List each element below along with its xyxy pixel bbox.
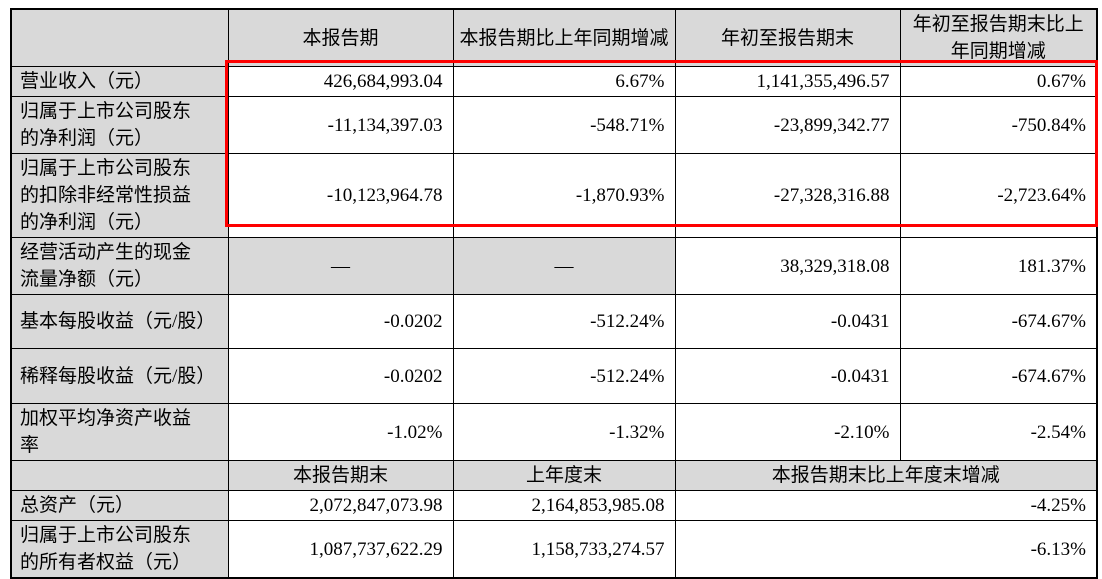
cell-value: 181.37% bbox=[899, 237, 1098, 295]
cell-value: -2.10% bbox=[674, 403, 901, 461]
cell-value: -4.25% bbox=[674, 490, 1098, 521]
cell-value: -674.67% bbox=[899, 294, 1098, 349]
cell-value: -2.54% bbox=[899, 403, 1098, 461]
cell-value: 2,164,853,985.08 bbox=[452, 490, 676, 521]
header-cell-current-period: 本报告期 bbox=[227, 8, 454, 67]
cell-value: 38,329,318.08 bbox=[674, 237, 901, 295]
row-label: 归属于上市公司股东的净利润（元） bbox=[10, 96, 229, 154]
cell-value: -1.02% bbox=[227, 403, 454, 461]
cell-value: -0.0202 bbox=[227, 348, 454, 404]
cell-value: -27,328,316.88 bbox=[674, 153, 901, 238]
cell-value: -2,723.64% bbox=[899, 153, 1098, 238]
header-cell-blank bbox=[10, 8, 229, 67]
table-row-weighted-avg-roe: 加权平均净资产收益率 -1.02% -1.32% -2.10% -2.54% bbox=[10, 403, 1098, 461]
cell-value: -548.71% bbox=[452, 96, 676, 154]
cell-value: 2,072,847,073.98 bbox=[227, 490, 454, 521]
cell-value: -23,899,342.77 bbox=[674, 96, 901, 154]
cell-value: -674.67% bbox=[899, 348, 1098, 404]
cell-value: 1,158,733,274.57 bbox=[452, 520, 676, 579]
row-label: 基本每股收益（元/股） bbox=[10, 294, 229, 349]
cell-value: -0.0431 bbox=[674, 348, 901, 404]
header-cell-period-end: 本报告期末 bbox=[227, 460, 454, 491]
header-cell-change-vs-prior-year-end: 本报告期末比上年度末增减 bbox=[674, 460, 1098, 491]
table-row-net-profit: 归属于上市公司股东的净利润（元） -11,134,397.03 -548.71%… bbox=[10, 96, 1098, 154]
row-label: 经营活动产生的现金流量净额（元） bbox=[10, 237, 229, 295]
cell-value: -1,870.93% bbox=[452, 153, 676, 238]
financial-summary-table: 本报告期 本报告期比上年同期增减 年初至报告期末 年初至报告期末比上年同期增减 … bbox=[10, 8, 1098, 579]
row-label: 加权平均净资产收益率 bbox=[10, 403, 229, 461]
cell-value: -750.84% bbox=[899, 96, 1098, 154]
row-label: 营业收入（元） bbox=[10, 66, 229, 97]
table-row-net-profit-excl-nonrecurring: 归属于上市公司股东的扣除非经常性损益的净利润（元） -10,123,964.78… bbox=[10, 153, 1098, 238]
row-label: 归属于上市公司股东的所有者权益（元） bbox=[10, 520, 229, 579]
header-cell-ytd: 年初至报告期末 bbox=[674, 8, 901, 67]
cell-value: -11,134,397.03 bbox=[227, 96, 454, 154]
header-row-period-end: 本报告期末 上年度末 本报告期末比上年度末增减 bbox=[10, 460, 1098, 491]
financial-summary-table-wrap: 本报告期 本报告期比上年同期增减 年初至报告期末 年初至报告期末比上年同期增减 … bbox=[10, 8, 1098, 579]
row-label: 稀释每股收益（元/股） bbox=[10, 348, 229, 404]
cell-value: 6.67% bbox=[452, 66, 676, 97]
table-row-operating-cash-flow: 经营活动产生的现金流量净额（元） — — 38,329,318.08 181.3… bbox=[10, 237, 1098, 295]
row-label: 总资产（元） bbox=[10, 490, 229, 521]
cell-value: -6.13% bbox=[674, 520, 1098, 579]
cell-value: 426,684,993.04 bbox=[227, 66, 454, 97]
cell-value: -512.24% bbox=[452, 348, 676, 404]
table-row-diluted-eps: 稀释每股收益（元/股） -0.0202 -512.24% -0.0431 -67… bbox=[10, 348, 1098, 404]
table-row-owners-equity: 归属于上市公司股东的所有者权益（元） 1,087,737,622.29 1,15… bbox=[10, 520, 1098, 579]
header-cell-prior-year-end: 上年度末 bbox=[452, 460, 676, 491]
row-label: 归属于上市公司股东的扣除非经常性损益的净利润（元） bbox=[10, 153, 229, 238]
cell-value-na: — bbox=[452, 237, 676, 295]
table-row-revenue: 营业收入（元） 426,684,993.04 6.67% 1,141,355,4… bbox=[10, 66, 1098, 97]
cell-value: -0.0202 bbox=[227, 294, 454, 349]
table-row-basic-eps: 基本每股收益（元/股） -0.0202 -512.24% -0.0431 -67… bbox=[10, 294, 1098, 349]
cell-value: 0.67% bbox=[899, 66, 1098, 97]
cell-value: -512.24% bbox=[452, 294, 676, 349]
cell-value: -0.0431 bbox=[674, 294, 901, 349]
table-row-total-assets: 总资产（元） 2,072,847,073.98 2,164,853,985.08… bbox=[10, 490, 1098, 521]
header-cell-blank bbox=[10, 460, 229, 491]
header-row-period: 本报告期 本报告期比上年同期增减 年初至报告期末 年初至报告期末比上年同期增减 bbox=[10, 8, 1098, 67]
cell-value: 1,141,355,496.57 bbox=[674, 66, 901, 97]
header-cell-ytd-yoy-change: 年初至报告期末比上年同期增减 bbox=[899, 8, 1098, 67]
cell-value: -1.32% bbox=[452, 403, 676, 461]
cell-value: -10,123,964.78 bbox=[227, 153, 454, 238]
header-cell-yoy-change: 本报告期比上年同期增减 bbox=[452, 8, 676, 67]
cell-value: 1,087,737,622.29 bbox=[227, 520, 454, 579]
cell-value-na: — bbox=[227, 237, 454, 295]
